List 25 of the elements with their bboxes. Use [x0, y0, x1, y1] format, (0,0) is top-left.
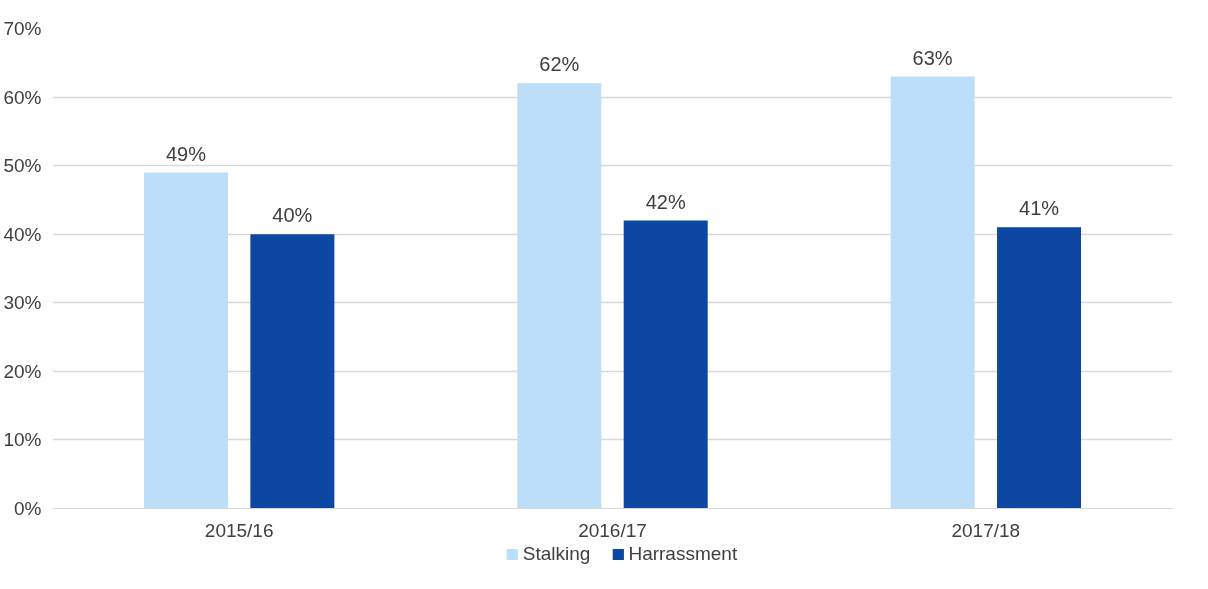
x-tick-label: 2017/18	[951, 519, 1021, 541]
data-label: 62%	[539, 53, 580, 76]
x-tick-label: 2015/16	[204, 519, 274, 541]
bar	[623, 220, 708, 509]
y-tick-label: 10%	[3, 429, 42, 451]
y-tick-label: 40%	[3, 223, 42, 245]
data-label: 42%	[645, 190, 686, 213]
bar	[517, 83, 602, 509]
data-label: 40%	[272, 204, 313, 227]
data-label: 41%	[1019, 197, 1060, 220]
y-tick-label: 50%	[3, 155, 42, 177]
bar	[890, 76, 975, 509]
y-tick-label: 60%	[3, 86, 42, 108]
y-tick-label: 70%	[3, 18, 42, 39]
legend-label: Harrassment	[628, 543, 738, 565]
y-tick-label: 0%	[14, 498, 42, 519]
y-tick-label: 20%	[3, 360, 42, 382]
y-tick-label: 30%	[3, 292, 42, 314]
legend-label: Stalking	[522, 543, 591, 565]
bar	[250, 234, 335, 509]
data-label: 63%	[912, 46, 953, 69]
x-tick-label: 2016/17	[578, 519, 647, 541]
bar	[143, 172, 228, 509]
bar	[997, 227, 1082, 509]
data-label: 49%	[165, 142, 207, 165]
